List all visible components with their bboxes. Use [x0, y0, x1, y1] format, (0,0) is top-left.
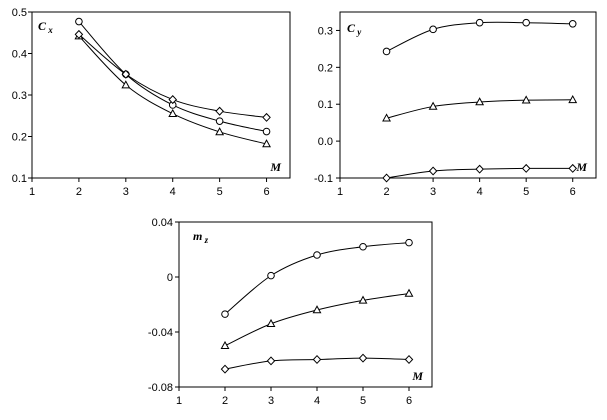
data-point-circle	[475, 18, 484, 27]
data-point-diamond	[404, 354, 414, 365]
x-tick-label: 5	[217, 186, 223, 198]
x-tick-label: 6	[263, 186, 269, 198]
data-point-diamond	[220, 364, 230, 374]
plot-frame	[178, 221, 433, 388]
data-point-triangle	[220, 340, 230, 350]
data-point-diamond	[262, 112, 271, 122]
y-tick-label: 0.2	[12, 132, 27, 144]
data-point-circle	[262, 127, 271, 136]
data-point-diamond	[568, 163, 578, 173]
x-tick-label: 1	[337, 186, 343, 198]
data-point-triangle	[404, 288, 414, 297]
data-point-triangle	[312, 305, 322, 314]
x-tick-label: 3	[123, 186, 129, 198]
data-point-triangle	[168, 108, 178, 117]
x-axis-label: M	[269, 160, 281, 174]
y-tick-label: 0.1	[12, 173, 27, 185]
data-point-diamond	[475, 164, 484, 174]
series-line-triangle	[224, 293, 410, 347]
x-tick-label: 2	[76, 186, 82, 198]
data-point-circle	[359, 242, 367, 251]
series-line-triangle	[78, 35, 267, 145]
x-tick-label: 1	[176, 395, 182, 407]
x-tick-label: 4	[170, 186, 176, 198]
data-point-diamond	[121, 69, 131, 79]
y-axis-label-cy: C y	[347, 21, 362, 37]
data-point-diamond	[215, 106, 224, 116]
data-point-diamond	[358, 353, 368, 363]
data-point-triangle	[521, 95, 531, 104]
data-point-diamond	[168, 95, 178, 105]
y-tick-label: -0.08	[148, 382, 173, 394]
y-tick-label: 0.2	[318, 62, 333, 74]
data-point-triangle	[358, 295, 368, 304]
y-tick-label: 0.4	[12, 49, 27, 61]
y-tick-label: 0.1	[318, 99, 333, 111]
x-tick-label: 3	[430, 186, 436, 198]
data-point-triangle	[382, 113, 391, 122]
data-point-triangle	[262, 139, 271, 148]
data-point-triangle	[215, 127, 225, 136]
data-point-circle	[221, 310, 229, 318]
data-point-triangle	[475, 97, 485, 106]
plot-frame	[339, 11, 597, 179]
x-tick-label: 2	[222, 395, 228, 407]
x-tick-label: 4	[314, 395, 320, 407]
data-point-triangle	[266, 318, 276, 328]
x-tick-label: 5	[360, 395, 366, 407]
data-point-triangle	[568, 94, 578, 104]
x-tick-label: 2	[383, 186, 389, 198]
x-tick-label: 4	[477, 186, 483, 198]
x-tick-label: 3	[268, 395, 274, 407]
y-tick-label: -0.04	[148, 327, 173, 339]
data-point-triangle	[428, 101, 438, 110]
data-point-diamond	[74, 29, 84, 39]
data-point-diamond	[428, 166, 438, 176]
data-point-circle	[522, 18, 530, 27]
x-axis-label: M	[575, 160, 587, 174]
x-axis-label: M	[411, 369, 423, 383]
data-point-triangle	[121, 80, 131, 89]
series-line-circle	[386, 21, 573, 52]
chart-panel-cx: 1 2 3 4 5 6 0.1 0.2 0.3 0.4 0.5 C x M	[12, 7, 291, 198]
y-axis-label-cx: C x	[38, 19, 53, 35]
data-point-circle	[75, 17, 83, 26]
y-tick-label: -0.1	[314, 173, 333, 185]
x-tick-label: 1	[29, 186, 35, 198]
y-tick-label: 0	[167, 272, 173, 284]
x-tick-label: 6	[570, 186, 576, 198]
data-point-diamond	[382, 173, 391, 183]
data-point-circle	[382, 47, 391, 56]
data-point-diamond	[521, 163, 531, 173]
y-tick-label: 0.3	[318, 25, 333, 37]
x-tick-label: 5	[523, 186, 529, 198]
data-point-circle	[215, 117, 224, 125]
data-point-diamond	[266, 356, 276, 366]
y-tick-label: 0.04	[152, 217, 173, 229]
y-tick-label: 0.3	[12, 90, 27, 102]
chart-panel-mz: 1 2 3 4 5 6 -0.08 -0.04 0 0.04 m z M	[148, 217, 433, 407]
data-point-circle	[429, 25, 437, 34]
x-tick-label: 6	[406, 395, 412, 407]
chart-panel-cy: 1 2 3 4 5 6 -0.1 0.0 0.1 0.2 0.3 C y M	[314, 11, 597, 198]
data-point-circle	[405, 238, 413, 247]
y-tick-label: 0.5	[12, 7, 27, 19]
y-tick-label: 0.0	[318, 136, 333, 148]
data-point-diamond	[312, 354, 322, 365]
data-point-circle	[313, 251, 321, 259]
data-point-circle	[568, 20, 577, 28]
data-point-circle	[267, 271, 275, 280]
y-axis-label-mz: m z	[193, 229, 209, 245]
